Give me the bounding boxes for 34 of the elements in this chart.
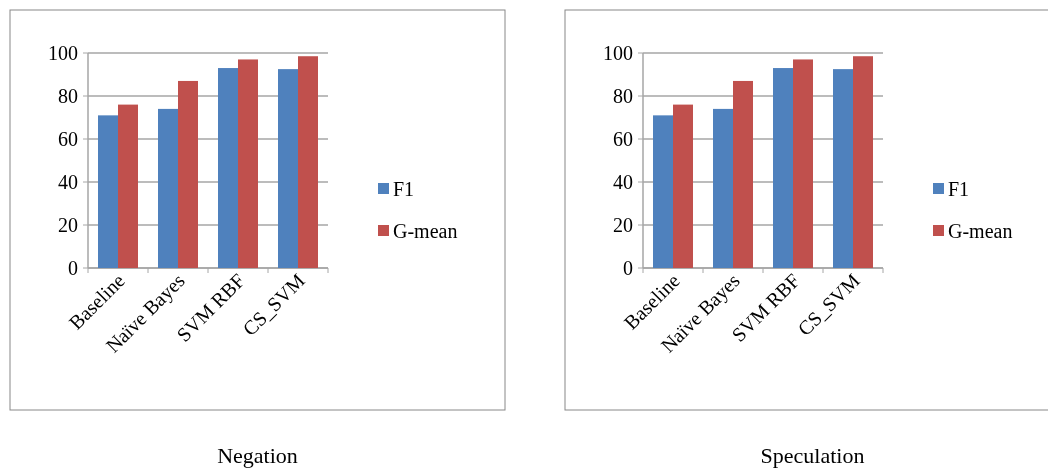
y-tick-label: 0 bbox=[68, 257, 78, 279]
bar bbox=[98, 115, 118, 268]
bar bbox=[653, 115, 673, 268]
bar bbox=[713, 108, 733, 268]
bar bbox=[793, 59, 813, 268]
text: Negation bbox=[217, 443, 298, 468]
y-tick-label: 80 bbox=[613, 85, 633, 107]
legend-label: G-mean bbox=[393, 220, 458, 242]
bar bbox=[673, 104, 693, 268]
y-tick-label: 60 bbox=[613, 128, 633, 150]
y-tick-label: 80 bbox=[58, 85, 78, 107]
y-tick-label: 20 bbox=[613, 214, 633, 236]
y-tick-label: 40 bbox=[613, 171, 633, 193]
y-tick-label: 100 bbox=[48, 42, 78, 64]
legend-label: F1 bbox=[393, 178, 415, 200]
y-tick-label: 40 bbox=[58, 171, 78, 193]
bar bbox=[773, 68, 793, 268]
bar bbox=[238, 59, 258, 268]
bar bbox=[218, 68, 238, 268]
y-tick-label: 20 bbox=[58, 214, 78, 236]
bar bbox=[278, 69, 298, 268]
bar bbox=[118, 104, 138, 268]
bar bbox=[298, 56, 318, 268]
text: Speculation bbox=[760, 443, 865, 468]
bar bbox=[853, 56, 873, 268]
bar bbox=[158, 108, 178, 268]
bar bbox=[833, 69, 853, 268]
y-tick-label: 100 bbox=[603, 42, 633, 64]
bar bbox=[733, 80, 753, 268]
y-tick-label: 60 bbox=[58, 128, 78, 150]
bar bbox=[178, 80, 198, 268]
legend-label: F1 bbox=[948, 178, 970, 200]
legend-label: G-mean bbox=[948, 220, 1013, 242]
y-tick-label: 0 bbox=[623, 257, 633, 279]
